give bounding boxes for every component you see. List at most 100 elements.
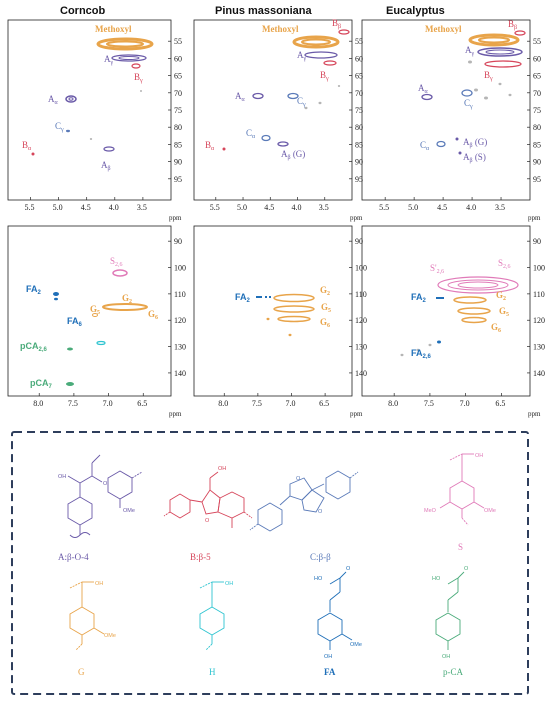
- y-tick-label: 140: [174, 369, 186, 378]
- peak-fa2-dot: [265, 296, 267, 298]
- x-tick-label: 7.5: [68, 399, 78, 408]
- x-axis-unit: ppm: [528, 214, 541, 222]
- x-tick-label: 8.0: [388, 399, 398, 408]
- svg-text:HO: HO: [314, 576, 323, 582]
- peak-b-beta: [514, 30, 526, 36]
- label-g2: G2: [320, 285, 330, 297]
- label-methoxyl: Methoxyl: [425, 24, 462, 34]
- eucalyptus-aromatic-peaks: S'2,6 S2,6 FA2 G2 G5 G6 FA2,6: [400, 258, 519, 360]
- label-b-alpha: Bα: [22, 140, 32, 152]
- y-tick-label: 140: [355, 369, 367, 378]
- label-c-gamma: Cγ: [55, 121, 64, 133]
- x-tick-label: 7.5: [424, 399, 434, 408]
- structure-pca-name: p-CA: [443, 667, 464, 677]
- peak-pca7: [66, 382, 74, 386]
- y-tick-label: 65: [355, 72, 363, 81]
- y-tick-label: 55: [533, 37, 541, 46]
- structure-b-labels: OH O B:β-5: [190, 466, 226, 562]
- label-pca26: pCA2,6: [20, 341, 48, 353]
- peak-s26-inner: [447, 279, 509, 291]
- label-g6: G6: [148, 309, 158, 321]
- y-tick-label: 85: [533, 140, 541, 149]
- label-s-prime: S'2,6: [430, 263, 444, 275]
- svg-text:O: O: [346, 566, 351, 572]
- peak-a-alpha: [65, 95, 77, 103]
- structure-h-name: H: [209, 667, 216, 677]
- x-tick-label: 7.0: [285, 399, 295, 408]
- peak-fa2: [436, 297, 444, 299]
- svg-text:OH: OH: [95, 581, 103, 587]
- y-tick-label: 95: [533, 175, 541, 184]
- peak-g5: [92, 313, 98, 317]
- label-a-alpha: Aα: [235, 91, 246, 103]
- y-tick-label: 80: [355, 123, 363, 132]
- x-tick-label: 6.5: [137, 399, 147, 408]
- peak-methoxyl-inner: [478, 36, 510, 44]
- peak-grey: [484, 96, 488, 100]
- y-tick-label: 110: [355, 290, 367, 299]
- label-pca7: pCA7: [30, 378, 53, 390]
- label-g2: G2: [122, 293, 132, 305]
- y-tick-label: 120: [355, 316, 367, 325]
- x-tick-label: 7.0: [103, 399, 113, 408]
- peak-methoxyl-inner: [301, 38, 331, 46]
- y-tick-label: 80: [533, 123, 541, 132]
- label-g5: G5: [499, 306, 509, 318]
- label-a-gamma: Aγ: [297, 50, 307, 62]
- x-axis-unit: ppm: [528, 410, 541, 418]
- x-tick-label: 6.5: [319, 399, 329, 408]
- pinus-aromatic-peaks: FA2 G2 G5 G6: [235, 285, 331, 337]
- structure-b-name: B:β-5: [190, 552, 211, 562]
- column-title-pinus: Pinus massoniana: [215, 5, 312, 17]
- x-tick-label: 5.0: [408, 203, 418, 212]
- x-tick-label: 4.0: [109, 203, 119, 212]
- peak-methoxyl-inner: [106, 40, 144, 48]
- structure-g: [69, 581, 105, 651]
- peak-fa2-dot: [269, 296, 271, 298]
- label-b-gamma: Bγ: [134, 72, 143, 84]
- x-tick-label: 4.5: [264, 203, 274, 212]
- x-tick-label: 8.0: [218, 399, 228, 408]
- peak-b-beta: [338, 29, 350, 35]
- peak-g-small: [266, 317, 270, 321]
- peak-fa26: [437, 340, 441, 344]
- peak-s26-core: [457, 281, 499, 289]
- x-tick-label: 5.5: [210, 203, 220, 212]
- y-tick-label: 110: [174, 290, 186, 299]
- x-tick-label: 8.0: [33, 399, 43, 408]
- structure-a-name: A:β-O-4: [58, 552, 89, 562]
- structure-c: [249, 470, 359, 532]
- column-title-eucalyptus: Eucalyptus: [386, 5, 445, 17]
- x-tick-label: 4.0: [466, 203, 476, 212]
- peak-fa2b: [54, 297, 58, 301]
- y-tick-label: 65: [174, 72, 182, 81]
- peak-pca26: [67, 347, 73, 351]
- svg-text:OH: OH: [58, 474, 66, 480]
- svg-text:OH: OH: [218, 466, 226, 472]
- peak-c-alpha: [436, 140, 446, 148]
- structure-pca: [435, 571, 465, 650]
- peak-b-gamma: [323, 60, 337, 66]
- panel-eucalyptus-aromatic: [361, 225, 531, 397]
- peak-methoxyl: [292, 35, 340, 49]
- y-tick-label: 55: [355, 37, 363, 46]
- structures-frame: [11, 431, 529, 695]
- svg-text:O: O: [205, 518, 210, 524]
- y-tick-label: 65: [533, 72, 541, 81]
- peak-a-gamma: [477, 47, 523, 57]
- peak-b-gamma: [131, 63, 141, 69]
- panel-pinus-aromatic: [193, 225, 353, 397]
- peak-grey: [140, 90, 142, 92]
- svg-text:O: O: [318, 509, 323, 515]
- axes-layer: 55 60 65 70 75 80 85 90 95 5.5 5.0 4.5 4.0 3.5 ppm 55 60…: [24, 37, 545, 418]
- peak-c-gamma: [287, 92, 299, 100]
- label-g6: G6: [320, 317, 330, 329]
- structure-s-name: S: [458, 542, 463, 552]
- peak-c-alpha: [261, 134, 271, 142]
- y-tick-label: 75: [355, 106, 363, 115]
- peak-a-beta-g: [277, 141, 289, 147]
- structure-pca-labels: HO O OH p-CA: [432, 566, 469, 677]
- svg-text:O: O: [296, 476, 301, 482]
- y-tick-label: 90: [174, 237, 182, 246]
- peak-a-gamma: [111, 54, 147, 62]
